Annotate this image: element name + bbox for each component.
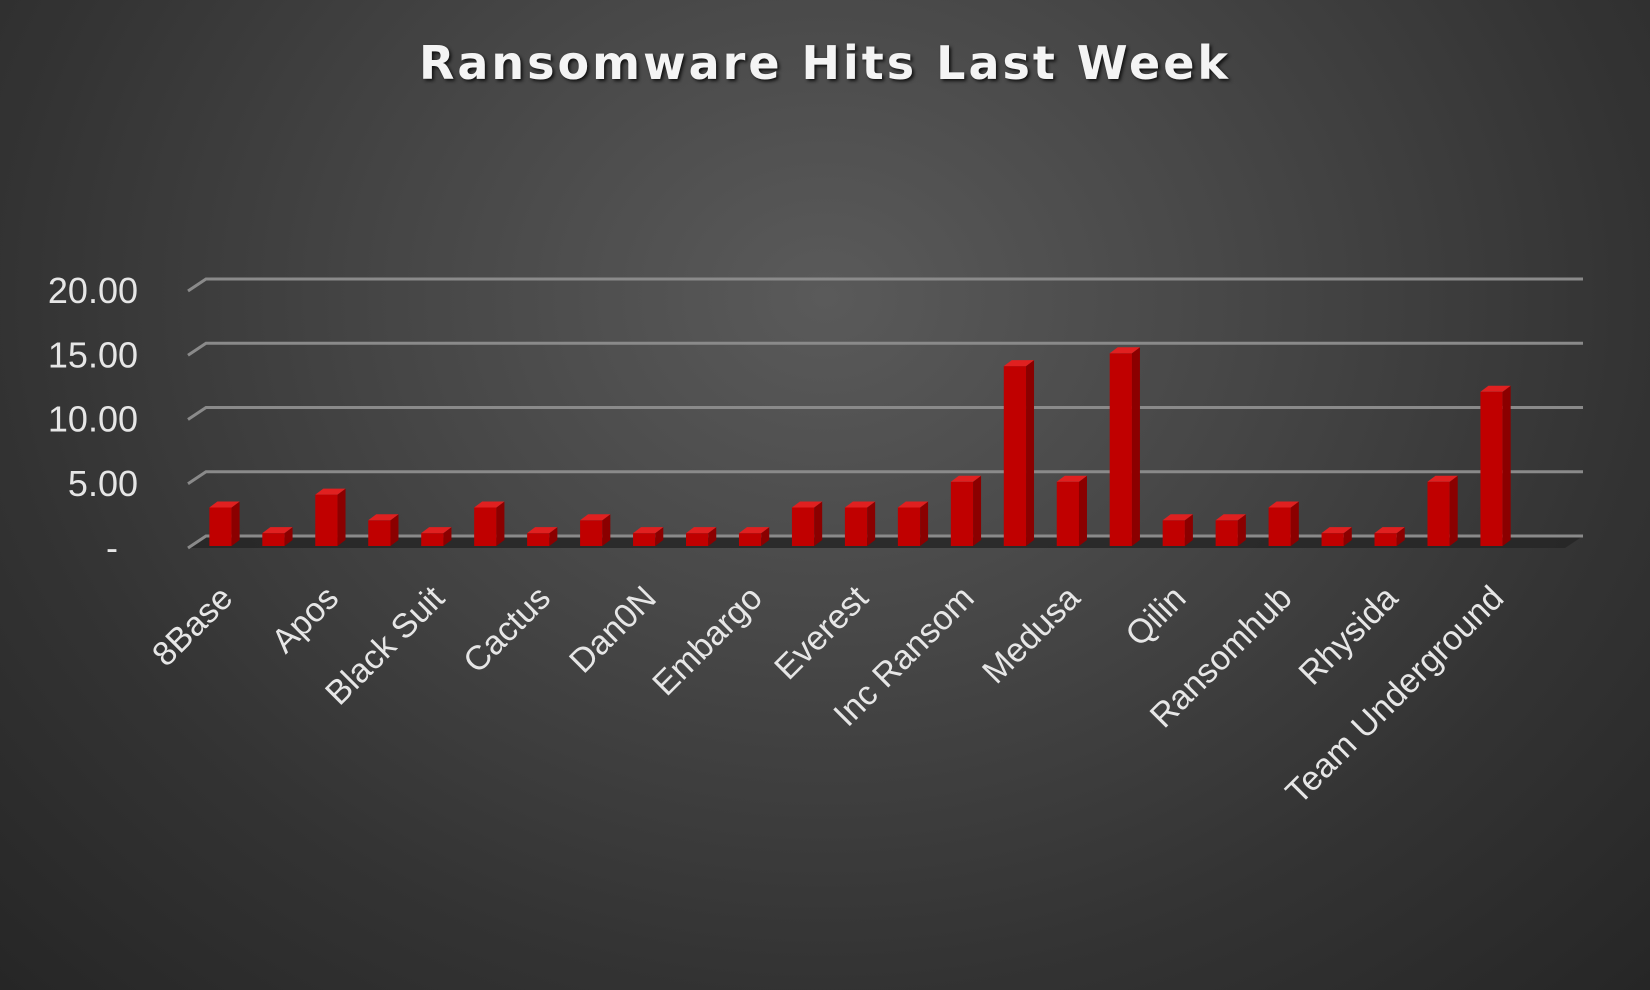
y-tick-label: 10.00 (48, 399, 138, 440)
bar (1427, 475, 1458, 546)
bar (844, 501, 876, 546)
bar (474, 501, 505, 546)
x-tick-label: Everest (767, 578, 876, 687)
bar (1374, 527, 1405, 546)
y-tick-label: 5.00 (68, 463, 138, 504)
bar (791, 501, 823, 546)
bar (1109, 347, 1140, 546)
x-tick-label: 8Base (145, 579, 240, 674)
bar (633, 527, 664, 546)
bar (1056, 475, 1087, 546)
x-tick-label: Cactus (456, 579, 558, 681)
y-tick-label: 15.00 (48, 334, 138, 375)
x-tick-label: Apos (264, 579, 346, 661)
bar (1268, 501, 1299, 546)
bar (368, 514, 399, 546)
bar (1215, 514, 1246, 546)
bar (1162, 514, 1193, 546)
chart-title: Ransomware Hits Last Week (418, 36, 1232, 90)
bar (209, 501, 240, 546)
y-tick-label: 20.00 (48, 270, 138, 311)
gridline (187, 277, 1583, 293)
gridline (187, 406, 1583, 421)
x-tick-label: Qilin (1118, 579, 1193, 654)
x-tick-label: Embargo (645, 579, 769, 703)
bar (315, 488, 346, 546)
x-tick-label: Medusa (975, 579, 1087, 691)
gridline (187, 341, 1583, 357)
gridline (187, 470, 1583, 485)
bar (738, 527, 770, 546)
bar (1003, 360, 1035, 546)
bar (527, 527, 558, 546)
bar (262, 527, 293, 546)
bar (1321, 527, 1352, 546)
bar (950, 475, 982, 546)
bar (421, 527, 452, 546)
x-tick-label: Dan0N (562, 579, 664, 681)
bar (686, 527, 717, 546)
bar (897, 501, 929, 546)
y-tick-label: - (106, 527, 118, 568)
bar (580, 514, 611, 546)
bar (1480, 385, 1511, 546)
